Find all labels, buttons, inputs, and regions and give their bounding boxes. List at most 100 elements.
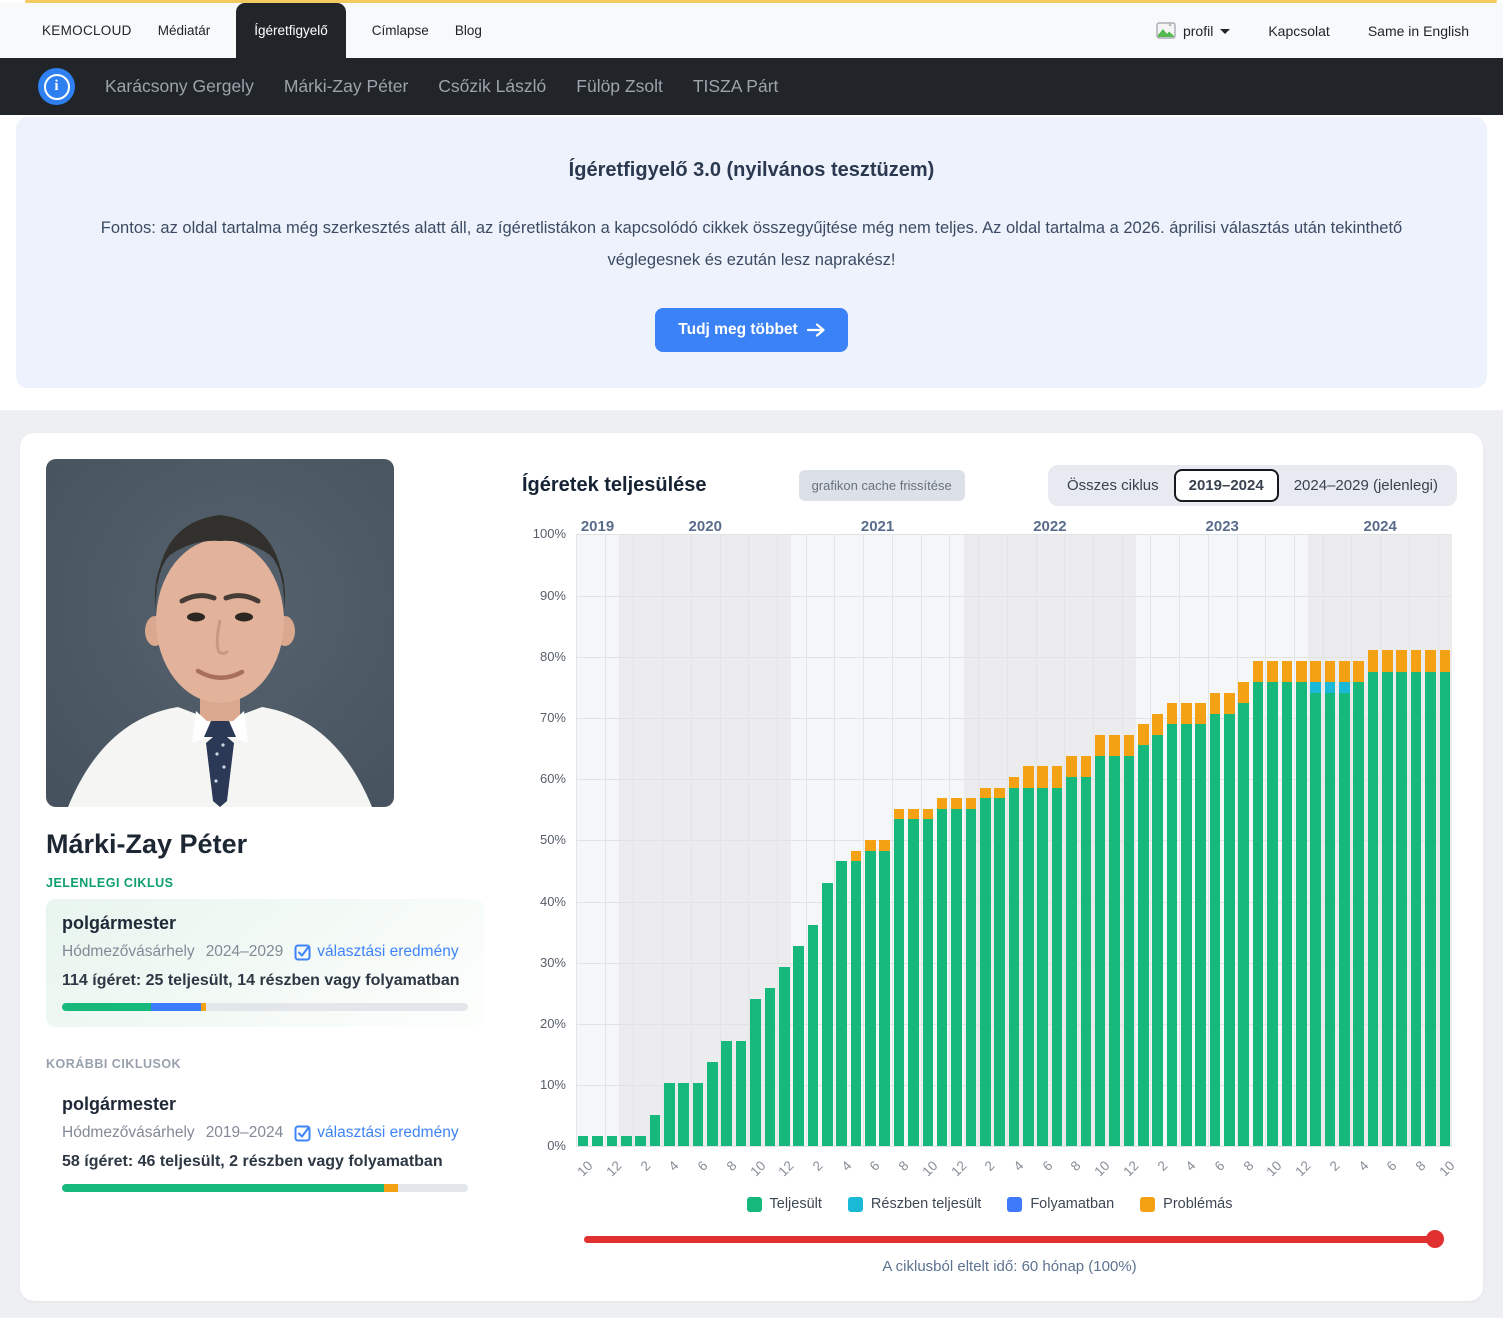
learn-more-button[interactable]: Tudj meg többet bbox=[655, 308, 848, 353]
chart-bar-2024-05[interactable] bbox=[1367, 671, 1379, 1147]
chart-bar-2022-10[interactable] bbox=[1094, 755, 1106, 1147]
chart-bar-2020-06[interactable] bbox=[692, 1083, 704, 1147]
chart-bar-2024-04[interactable] bbox=[1353, 660, 1364, 683]
chart-bar-2023-12[interactable] bbox=[1295, 660, 1307, 683]
chart-bar-2020-08[interactable] bbox=[721, 1040, 733, 1147]
chart-bar-2020-11[interactable] bbox=[764, 988, 776, 1147]
menu-item-mediatar[interactable]: Médiatár bbox=[157, 23, 211, 38]
chart-bar-2021-11[interactable] bbox=[936, 798, 948, 809]
chart-bar-2020-05[interactable] bbox=[678, 1083, 689, 1147]
slider-track[interactable] bbox=[584, 1236, 1438, 1244]
chart-bar-2023-10[interactable] bbox=[1267, 660, 1278, 683]
nav-item-tisza-part[interactable]: TISZA Párt bbox=[692, 76, 779, 96]
legend-item-részben-teljesült[interactable]: Részben teljesült bbox=[847, 1196, 981, 1212]
chart-bar-2023-12[interactable] bbox=[1295, 682, 1307, 1147]
chart-bar-2024-08[interactable] bbox=[1410, 650, 1422, 672]
chart-bar-2021-08[interactable] bbox=[893, 808, 905, 820]
legend-item-problémás[interactable]: Problémás bbox=[1140, 1196, 1232, 1212]
chart-bar-2022-03[interactable] bbox=[994, 798, 1005, 1147]
chart-bar-2021-02[interactable] bbox=[807, 924, 819, 1147]
chart-bar-2024-05[interactable] bbox=[1367, 650, 1379, 672]
chart-bar-2022-07[interactable] bbox=[1051, 766, 1063, 788]
chart-bar-2021-10[interactable] bbox=[922, 819, 934, 1147]
contact-link[interactable]: Kapcsolat bbox=[1268, 22, 1330, 39]
chart-bar-2021-05[interactable] bbox=[850, 861, 862, 1147]
chart-bar-2022-07[interactable] bbox=[1051, 787, 1063, 1147]
chart-bar-2022-12[interactable] bbox=[1123, 734, 1135, 756]
chart-bar-2022-05[interactable] bbox=[1023, 766, 1034, 788]
slider-thumb[interactable] bbox=[1426, 1230, 1444, 1249]
chart-bar-2022-11[interactable] bbox=[1109, 734, 1120, 756]
chart-bar-2021-09[interactable] bbox=[908, 808, 919, 820]
chart-bar-2024-01[interactable] bbox=[1310, 692, 1321, 1147]
chart-bar-2024-09[interactable] bbox=[1425, 671, 1436, 1147]
chart-bar-2022-11[interactable] bbox=[1109, 755, 1120, 1147]
chart-bar-2020-10[interactable] bbox=[750, 998, 761, 1147]
chart-bar-2023-11[interactable] bbox=[1281, 682, 1293, 1147]
chart-bar-2023-03[interactable] bbox=[1166, 724, 1178, 1147]
chart-bar-2024-10[interactable] bbox=[1439, 650, 1451, 672]
chart-bar-2020-01[interactable] bbox=[620, 1135, 632, 1147]
chart-bar-2020-07[interactable] bbox=[707, 1061, 718, 1147]
chart-bar-2023-06[interactable] bbox=[1209, 692, 1221, 714]
chart-bar-2023-05[interactable] bbox=[1195, 724, 1206, 1147]
chart-bar-2024-08[interactable] bbox=[1410, 671, 1422, 1147]
time-range-slider[interactable] bbox=[584, 1230, 1444, 1249]
chart-bar-2023-04[interactable] bbox=[1181, 724, 1192, 1147]
chart-bar-2021-01[interactable] bbox=[793, 945, 804, 1147]
chart-bar-2022-09[interactable] bbox=[1080, 777, 1092, 1147]
chart-bar-2021-09[interactable] bbox=[908, 819, 919, 1147]
info-icon[interactable]: i bbox=[38, 68, 75, 105]
chart-bar-2021-06[interactable] bbox=[865, 850, 876, 1147]
chart-bar-2024-03[interactable] bbox=[1339, 682, 1350, 693]
chart-bar-2024-06[interactable] bbox=[1382, 671, 1393, 1147]
chart-bar-2023-03[interactable] bbox=[1166, 703, 1178, 725]
election-result-link[interactable]: választási eredmény bbox=[294, 943, 459, 961]
chart-bar-2022-04[interactable] bbox=[1008, 787, 1020, 1147]
chart-bar-2020-12[interactable] bbox=[778, 966, 790, 1147]
menu-item-cimlapse[interactable]: Címlapse bbox=[371, 23, 429, 38]
tab-all-cycles[interactable]: Összes ciklus bbox=[1066, 477, 1159, 495]
chart-bar-2024-02[interactable] bbox=[1324, 660, 1336, 683]
chart-bar-2024-07[interactable] bbox=[1396, 650, 1408, 672]
chart-bar-2022-09[interactable] bbox=[1080, 755, 1092, 778]
nav-item-marki-zay-peter[interactable]: Márki-Zay Péter bbox=[283, 76, 409, 96]
chart-bar-2024-02[interactable] bbox=[1324, 682, 1336, 693]
chart-bar-2021-07[interactable] bbox=[879, 840, 891, 851]
chart-bar-2024-01[interactable] bbox=[1310, 660, 1321, 683]
chart-bar-2022-02[interactable] bbox=[979, 787, 991, 799]
chart-bar-2022-12[interactable] bbox=[1123, 755, 1135, 1147]
chart-bar-2024-06[interactable] bbox=[1382, 650, 1393, 672]
chart-bar-2022-01[interactable] bbox=[965, 808, 977, 1147]
chart-bar-2023-04[interactable] bbox=[1181, 703, 1192, 725]
chart-bar-2021-10[interactable] bbox=[922, 808, 934, 820]
chart-bar-2021-06[interactable] bbox=[865, 840, 876, 851]
chart-bar-2023-07[interactable] bbox=[1224, 692, 1235, 714]
chart-bar-2023-01[interactable] bbox=[1137, 724, 1149, 746]
language-link[interactable]: Same in English bbox=[1367, 22, 1469, 39]
legend-item-teljesült[interactable]: Teljesült bbox=[746, 1196, 822, 1212]
chart-bar-2024-03[interactable] bbox=[1339, 660, 1350, 683]
chart-bar-2021-04[interactable] bbox=[836, 861, 847, 1147]
election-result-link[interactable]: választási eredmény bbox=[294, 1124, 459, 1142]
legend-item-folyamatban[interactable]: Folyamatban bbox=[1007, 1196, 1114, 1212]
chart-bar-2021-03[interactable] bbox=[822, 882, 833, 1147]
chart-bar-2024-03[interactable] bbox=[1339, 692, 1350, 1147]
tab-2019-2024[interactable]: 2019–2024 bbox=[1173, 469, 1279, 503]
chart-bar-2022-05[interactable] bbox=[1023, 787, 1034, 1147]
chart-bar-2023-07[interactable] bbox=[1224, 713, 1235, 1147]
chart-bar-2023-02[interactable] bbox=[1152, 734, 1163, 1147]
chart-bar-2022-02[interactable] bbox=[979, 798, 991, 1147]
chart-bar-2021-05[interactable] bbox=[850, 850, 862, 862]
chart-bar-2024-01[interactable] bbox=[1310, 682, 1321, 693]
chart-bar-2024-09[interactable] bbox=[1425, 650, 1436, 672]
nav-item-csozik-laszlo[interactable]: Csőzik László bbox=[438, 76, 547, 96]
chart-bar-2023-11[interactable] bbox=[1281, 660, 1293, 683]
chart-bar-2020-02[interactable] bbox=[635, 1135, 646, 1147]
chart-bar-2023-08[interactable] bbox=[1238, 682, 1250, 704]
chart-bar-2020-04[interactable] bbox=[664, 1083, 675, 1147]
chart-bar-2021-07[interactable] bbox=[879, 850, 891, 1147]
nav-item-karacsony-gergely[interactable]: Karácsony Gergely bbox=[105, 76, 254, 96]
chart-bar-2023-05[interactable] bbox=[1195, 703, 1206, 725]
chart-bar-2023-08[interactable] bbox=[1238, 703, 1250, 1147]
